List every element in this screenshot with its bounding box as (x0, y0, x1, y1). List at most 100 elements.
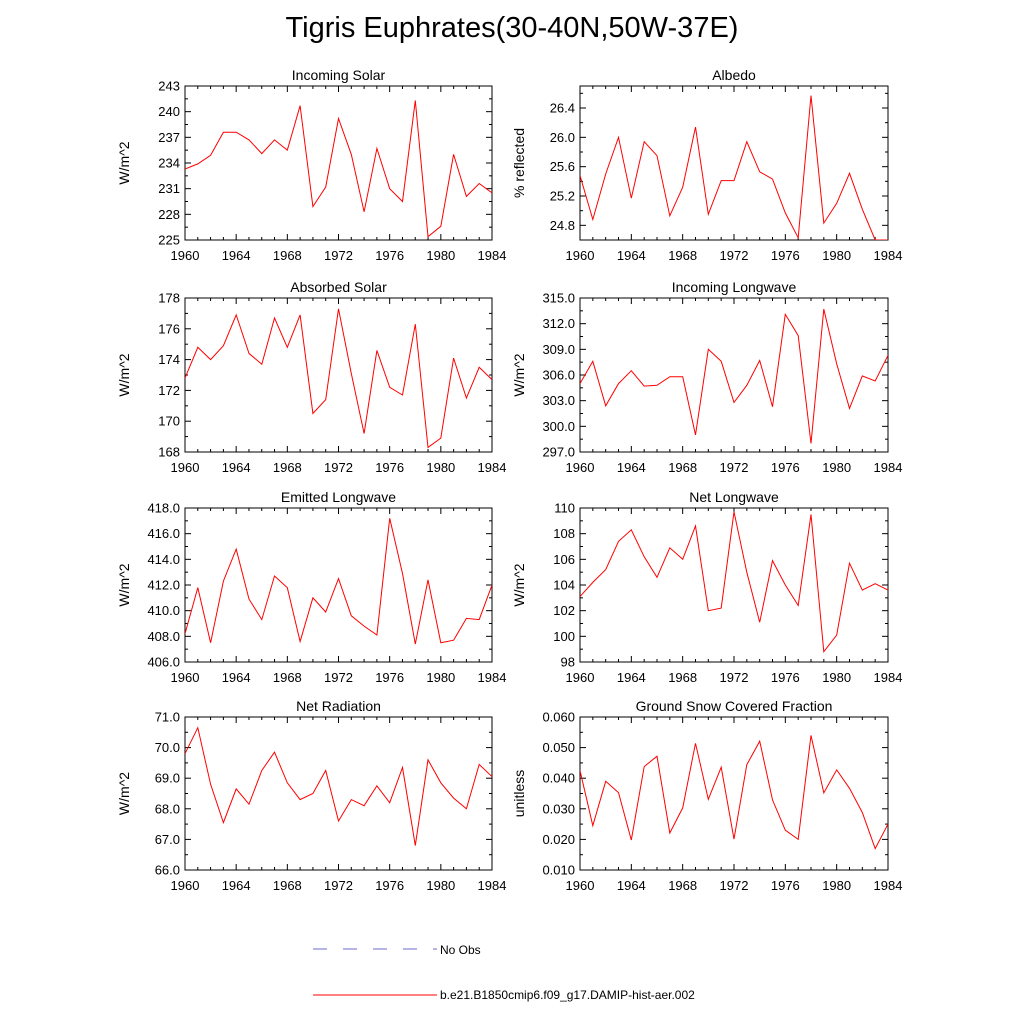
y-tick-label: 234 (158, 156, 180, 171)
x-tick-label: 1980 (426, 460, 455, 475)
plot-frame (579, 716, 889, 871)
x-tick-label: 1984 (874, 248, 903, 263)
y-tick-label: 102 (553, 603, 575, 618)
y-tick-label: 104 (553, 578, 575, 593)
y-tick-label: 240 (158, 104, 180, 119)
x-tick-label: 1976 (771, 878, 800, 893)
x-tick-label: 1960 (171, 460, 200, 475)
x-tick-label: 1976 (375, 248, 404, 263)
x-tick-label: 1980 (822, 878, 851, 893)
x-tick-label: 1964 (617, 460, 646, 475)
y-tick-label: 0.060 (542, 710, 575, 725)
y-axis-label: W/m^2 (116, 353, 132, 396)
plot-frame (579, 85, 889, 241)
y-tick-label: 418.0 (147, 501, 180, 516)
panel-title: Ground Snow Covered Fraction (636, 698, 833, 714)
y-tick-label: 68.0 (155, 801, 180, 816)
chart-panel-3: Absorbed Solar W/m^2 1960 1964 1968 1972 1976 1… (116, 279, 506, 475)
y-tick-label: 231 (158, 181, 180, 196)
y-tick-label: 67.0 (155, 832, 180, 847)
y-tick-label: 300.0 (542, 419, 575, 434)
x-tick-label: 1976 (375, 670, 404, 685)
x-tick-label: 1984 (478, 248, 507, 263)
y-tick-label: 98 (561, 655, 575, 670)
x-tick-label: 1960 (566, 460, 595, 475)
x-tick-label: 1960 (171, 878, 200, 893)
x-tick-label: 1968 (668, 878, 697, 893)
x-tick-label: 1980 (822, 670, 851, 685)
plot-frame (579, 507, 889, 663)
y-tick-label: 410.0 (147, 603, 180, 618)
y-tick-label: 174 (158, 352, 180, 367)
series-line (185, 308, 492, 449)
x-tick-label: 1964 (222, 460, 251, 475)
x-tick-label: 1960 (566, 878, 595, 893)
y-tick-label: 178 (158, 291, 180, 306)
chart-panel-5: Emitted Longwave W/m^2 1960 1964 1968 1972 197… (116, 489, 506, 685)
y-axis-label: W/m^2 (116, 772, 132, 815)
chart-panel-2: Albedo % reflected 1960 1964 1968 1972 1976 198… (511, 67, 902, 263)
panel-title: Incoming Longwave (672, 279, 797, 295)
y-tick-label: 225 (158, 233, 180, 248)
x-tick-label: 1980 (426, 670, 455, 685)
y-axis-label: W/m^2 (511, 353, 527, 396)
plot-frame (184, 507, 493, 663)
legend-label-no-obs: No Obs (440, 943, 481, 957)
y-tick-label: 0.020 (542, 832, 575, 847)
x-tick-label: 1980 (426, 878, 455, 893)
series-line (580, 511, 888, 654)
x-tick-label: 1972 (324, 670, 353, 685)
panel-title: Net Radiation (296, 698, 381, 714)
y-tick-label: 412.0 (147, 578, 180, 593)
x-tick-label: 1960 (171, 248, 200, 263)
x-tick-label: 1980 (822, 460, 851, 475)
x-tick-label: 1972 (720, 460, 749, 475)
y-axis-label: W/m^2 (116, 141, 132, 184)
x-tick-label: 1960 (566, 670, 595, 685)
y-tick-label: 309.0 (542, 342, 575, 357)
x-tick-label: 1968 (668, 248, 697, 263)
y-tick-label: 0.050 (542, 740, 575, 755)
y-tick-label: 106 (553, 552, 575, 567)
x-tick-label: 1964 (222, 670, 251, 685)
x-tick-label: 1968 (668, 670, 697, 685)
y-tick-label: 243 (158, 79, 180, 94)
y-tick-label: 71.0 (155, 710, 180, 725)
x-tick-label: 1984 (478, 670, 507, 685)
x-tick-label: 1964 (222, 878, 251, 893)
x-tick-label: 1972 (324, 460, 353, 475)
y-tick-label: 108 (553, 526, 575, 541)
y-tick-label: 25.2 (550, 189, 575, 204)
panel-title: Absorbed Solar (290, 279, 387, 295)
series-line (580, 95, 888, 240)
x-tick-label: 1972 (720, 670, 749, 685)
y-tick-label: 176 (158, 321, 180, 336)
y-tick-label: 170 (158, 414, 180, 429)
series-line (185, 726, 492, 846)
panel-title: Net Longwave (689, 489, 779, 505)
x-tick-label: 1972 (720, 878, 749, 893)
x-tick-label: 1976 (771, 248, 800, 263)
x-tick-label: 1972 (324, 248, 353, 263)
x-tick-label: 1976 (771, 670, 800, 685)
y-tick-label: 168 (158, 445, 180, 460)
plot-frame (579, 297, 889, 453)
y-axis-label: W/m^2 (116, 563, 132, 606)
y-tick-label: 408.0 (147, 629, 180, 644)
legend: No Obs b.e21.B1850cmip6.f09_g17.DAMIP-his… (313, 943, 695, 1002)
y-tick-label: 237 (158, 130, 180, 145)
x-tick-label: 1976 (375, 878, 404, 893)
y-axis-label: W/m^2 (511, 563, 527, 606)
chart-panel-6: Net Longwave W/m^2 1960 1964 1968 1972 1976 198… (511, 489, 902, 685)
chart-panel-1: Incoming Solar W/m^2 1960 1964 1968 1972 1976 1… (116, 67, 506, 263)
legend-label-model: b.e21.B1850cmip6.f09_g17.DAMIP-hist-aer.… (440, 988, 695, 1002)
y-tick-label: 0.010 (542, 863, 575, 878)
x-tick-label: 1968 (668, 460, 697, 475)
x-tick-label: 1984 (874, 878, 903, 893)
series-line (185, 100, 492, 238)
figure-title: Tigris Euphrates(30-40N,50W-37E) (285, 12, 739, 44)
panel-title: Incoming Solar (292, 67, 386, 83)
x-tick-label: 1972 (324, 878, 353, 893)
x-tick-label: 1976 (375, 460, 404, 475)
